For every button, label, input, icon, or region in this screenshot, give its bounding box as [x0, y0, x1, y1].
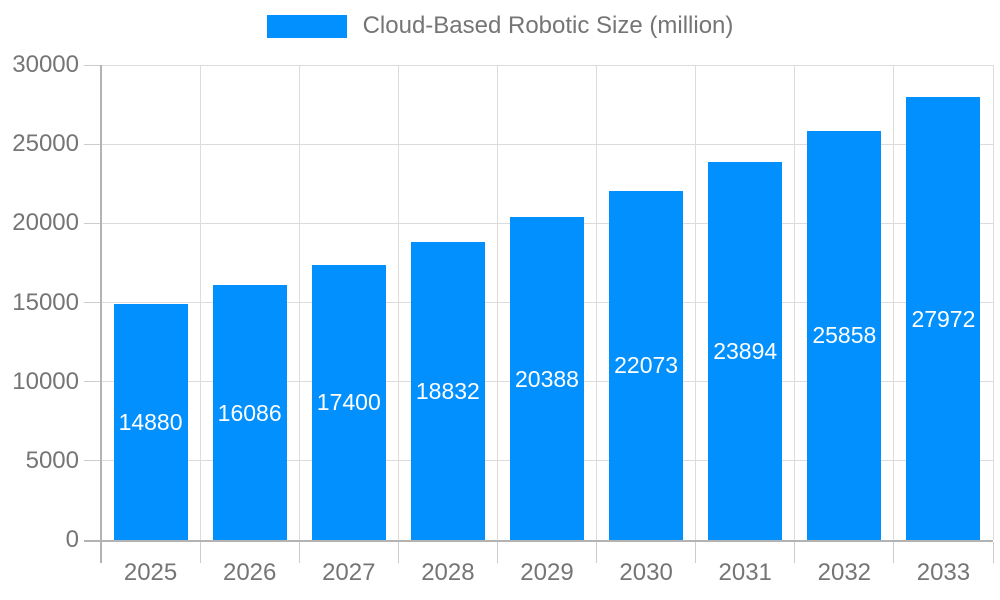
bar-value-label: 14880 [118, 409, 183, 436]
y-tick [84, 302, 101, 303]
x-axis-label: 2026 [222, 559, 277, 586]
x-tick [992, 542, 994, 563]
x-axis-label: 2031 [718, 559, 772, 586]
x-axis-line [84, 540, 993, 542]
bar-2033[interactable] [906, 97, 981, 540]
x-tick [199, 542, 201, 563]
y-gridline [101, 143, 993, 145]
x-axis-label: 2029 [520, 559, 574, 586]
bar-value-label: 27972 [911, 305, 976, 332]
y-tick [84, 143, 101, 145]
y-axis-label: 0 [65, 526, 79, 553]
bar-2028[interactable] [410, 241, 485, 540]
bar-2027[interactable] [311, 264, 386, 540]
y-tick [84, 460, 101, 462]
x-gridline [992, 65, 994, 540]
x-gridline [794, 65, 796, 540]
y-tick [84, 64, 101, 66]
x-axis-label: 2025 [123, 559, 178, 586]
x-tick [794, 542, 796, 563]
x-axis-label: 2030 [619, 559, 673, 586]
bar-value-label: 17400 [316, 389, 381, 416]
x-tick [397, 542, 399, 563]
legend-label: Cloud-Based Robotic Size (million) [362, 12, 734, 39]
y-axis-label: 20000 [12, 209, 79, 237]
x-tick [298, 542, 300, 563]
y-axis-label: 15000 [12, 288, 79, 316]
x-gridline [893, 65, 895, 540]
bar-value-label: 18832 [415, 377, 480, 404]
x-tick [893, 542, 895, 563]
x-gridline [397, 65, 399, 540]
x-gridline [496, 65, 498, 540]
bar-2032[interactable] [807, 130, 882, 540]
y-axis-label: 5000 [25, 446, 79, 474]
y-axis-label: 10000 [12, 367, 79, 395]
legend-swatch [266, 14, 347, 38]
y-axis-label: 25000 [12, 130, 79, 158]
y-gridline [101, 64, 993, 66]
x-gridline [695, 65, 697, 540]
bar-value-label: 16086 [217, 399, 282, 426]
bar-2025[interactable] [113, 304, 188, 540]
bar-value-label: 22073 [614, 352, 679, 379]
y-tick [84, 222, 101, 224]
y-axis-label: 30000 [12, 51, 79, 78]
x-gridline [596, 65, 598, 540]
x-gridline [199, 65, 201, 540]
x-tick [496, 542, 498, 563]
legend[interactable]: Cloud-Based Robotic Size (million) [0, 14, 1000, 38]
x-axis-label: 2033 [916, 559, 971, 586]
x-tick [596, 542, 598, 563]
y-axis-line [100, 65, 102, 563]
bar-2030[interactable] [609, 190, 684, 540]
bar-value-label: 23894 [713, 337, 778, 364]
x-tick [695, 542, 697, 563]
y-tick [84, 381, 101, 383]
bar-value-label: 25858 [812, 322, 877, 349]
x-gridline [298, 65, 300, 540]
bar-2026[interactable] [212, 285, 287, 540]
bar-value-label: 20388 [515, 365, 579, 392]
x-axis-label: 2028 [421, 559, 475, 586]
x-axis-label: 2032 [817, 559, 872, 586]
bar-2029[interactable] [510, 217, 584, 540]
bar-2031[interactable] [708, 161, 783, 540]
x-axis-label: 2027 [322, 559, 376, 586]
